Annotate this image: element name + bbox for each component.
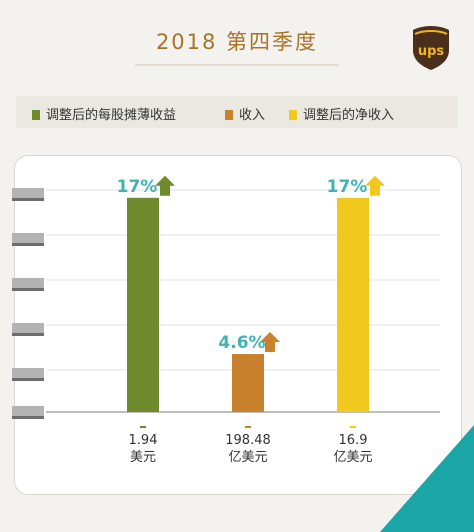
legend-item-revenue: 收入 — [225, 104, 265, 123]
bar-tick — [350, 426, 356, 428]
legend-label: 调整后的净收入 — [303, 108, 395, 123]
legend-label: 调整后的每股摊薄收益 — [46, 108, 177, 123]
legend-label: 收入 — [239, 108, 266, 123]
up-arrow-icon — [365, 175, 385, 196]
binder-tab-face — [12, 188, 44, 198]
legend-swatch — [32, 110, 40, 120]
x-tick-label: 198.48 亿美元 — [208, 432, 288, 466]
x-tick-label-line: 198.48 — [225, 433, 271, 448]
page-title: 2018 第四季度 — [155, 30, 319, 54]
binder-tab — [12, 233, 44, 247]
x-tick-label-line: 美元 — [129, 450, 156, 465]
binder-tab — [12, 323, 44, 337]
bar-tick — [140, 426, 146, 428]
x-tick-label-line: 16.9 — [338, 433, 368, 448]
binder-tab — [12, 278, 44, 292]
legend-item-net-income: 调整后的净收入 — [289, 104, 394, 123]
legend-swatch — [289, 110, 297, 120]
binder-tab-shadow — [12, 333, 44, 336]
corner-decoration — [380, 425, 474, 532]
data-label: 17% — [117, 177, 158, 197]
binder-tab-shadow — [12, 288, 44, 291]
ups-logo: ups — [413, 26, 449, 70]
binder-tab — [12, 368, 44, 382]
x-tick-label: 1.94 美元 — [103, 432, 183, 466]
legend-swatch — [225, 110, 233, 120]
up-arrow-icon — [260, 332, 280, 353]
binder-tab — [12, 188, 44, 202]
up-arrow-icon — [155, 175, 175, 196]
binder-tab-face — [12, 278, 44, 288]
binder-tab-face — [12, 406, 44, 416]
x-tick-label-line: 亿美元 — [333, 450, 373, 465]
binder-tab-face — [12, 323, 44, 333]
legend — [16, 96, 458, 128]
binder-tab-shadow — [12, 198, 44, 201]
binder-tab-shadow — [12, 416, 44, 419]
data-label: 17% — [327, 177, 368, 197]
x-tick-label-line: 1.94 — [128, 433, 158, 448]
binder-tab-face — [12, 368, 44, 378]
legend-item-eps: 调整后的每股摊薄收益 — [32, 104, 176, 123]
bar — [337, 197, 369, 412]
x-tick-label: 16.9 亿美元 — [313, 432, 393, 466]
logo-text: ups — [418, 44, 445, 59]
binder-tab — [12, 406, 44, 420]
bar — [232, 354, 264, 412]
bar — [127, 197, 159, 412]
x-tick-label-line: 亿美元 — [228, 450, 268, 465]
binder-tab-shadow — [12, 378, 44, 381]
data-label: 4.6% — [218, 333, 265, 353]
binder-tab-face — [12, 233, 44, 243]
title-underline — [135, 64, 339, 66]
bar-tick — [245, 426, 251, 428]
binder-tab-shadow — [12, 243, 44, 246]
